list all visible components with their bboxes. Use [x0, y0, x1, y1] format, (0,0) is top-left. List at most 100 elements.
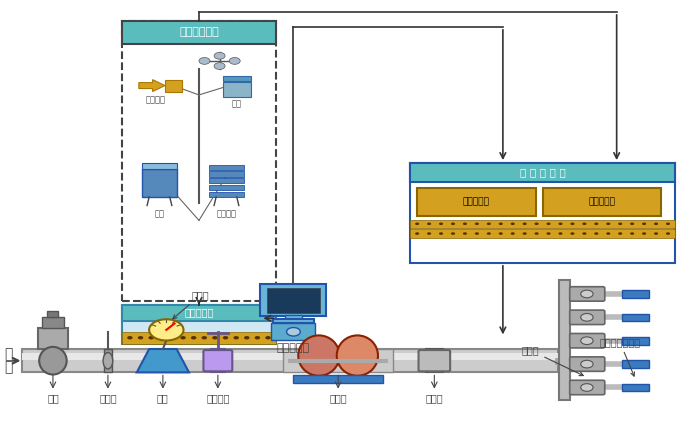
Circle shape [511, 223, 515, 225]
Bar [622, 290, 649, 298]
Circle shape [618, 232, 622, 235]
Circle shape [654, 223, 658, 225]
Circle shape [427, 223, 431, 225]
Text: 气象数据采集: 气象数据采集 [179, 27, 219, 37]
Bar [411, 229, 675, 238]
Circle shape [214, 62, 225, 69]
Ellipse shape [103, 353, 112, 369]
Text: 中央控制器: 中央控制器 [277, 343, 310, 353]
Circle shape [581, 290, 593, 298]
Circle shape [191, 336, 197, 339]
Circle shape [581, 313, 593, 321]
Bar [209, 165, 244, 170]
Polygon shape [137, 349, 189, 372]
Circle shape [463, 232, 467, 235]
Text: 输出控制器: 输出控制器 [463, 198, 490, 207]
Circle shape [511, 232, 515, 235]
Circle shape [170, 336, 175, 339]
Circle shape [594, 223, 598, 225]
Bar [411, 220, 675, 228]
Bar [22, 353, 558, 360]
Text: 田 间 工 作 站: 田 间 工 作 站 [520, 167, 565, 178]
Bar [209, 185, 244, 190]
Circle shape [244, 336, 250, 339]
FancyBboxPatch shape [570, 287, 604, 301]
Circle shape [223, 336, 228, 339]
Text: 数据采集器: 数据采集器 [589, 198, 615, 207]
Circle shape [265, 336, 270, 339]
Bar [622, 383, 649, 391]
Bar [42, 317, 64, 328]
Circle shape [581, 383, 593, 391]
Bar [121, 305, 276, 344]
Circle shape [582, 223, 586, 225]
Bar [209, 172, 244, 177]
Circle shape [233, 336, 239, 339]
Bar [211, 349, 225, 372]
Circle shape [148, 336, 154, 339]
Text: 数据采集器: 数据采集器 [184, 308, 214, 318]
Bar [560, 280, 571, 400]
Bar [417, 188, 535, 216]
Text: 水表: 水表 [157, 393, 169, 403]
FancyBboxPatch shape [570, 333, 604, 348]
Circle shape [571, 223, 575, 225]
Bar [542, 188, 661, 216]
FancyBboxPatch shape [419, 350, 450, 372]
Circle shape [571, 232, 575, 235]
Bar [209, 178, 244, 183]
Circle shape [581, 360, 593, 368]
Text: 源: 源 [4, 360, 12, 374]
Circle shape [546, 232, 551, 235]
Circle shape [475, 223, 479, 225]
Circle shape [214, 52, 225, 59]
Text: 降雨: 降雨 [155, 209, 164, 219]
Text: 土壤湿度传感器: 土壤湿度传感器 [600, 337, 640, 376]
Circle shape [180, 336, 186, 339]
Bar [271, 323, 315, 340]
Bar [283, 349, 393, 372]
Bar [260, 284, 326, 316]
Bar [121, 332, 276, 344]
Circle shape [666, 223, 670, 225]
Circle shape [463, 223, 467, 225]
Circle shape [522, 232, 526, 235]
Bar [267, 288, 319, 313]
FancyBboxPatch shape [570, 380, 604, 395]
Bar [38, 328, 68, 349]
Text: 主控制阀: 主控制阀 [206, 393, 230, 403]
Bar [209, 192, 244, 197]
Text: 水泵: 水泵 [47, 393, 59, 403]
Bar [121, 21, 276, 44]
Circle shape [427, 232, 431, 235]
Circle shape [415, 232, 420, 235]
Circle shape [199, 57, 210, 64]
Circle shape [212, 336, 217, 339]
Circle shape [149, 319, 184, 341]
Circle shape [286, 327, 300, 336]
Circle shape [654, 232, 658, 235]
Circle shape [138, 336, 144, 339]
Text: 太阳辐射: 太阳辐射 [146, 95, 166, 104]
Bar [426, 349, 442, 372]
Circle shape [451, 223, 455, 225]
FancyBboxPatch shape [570, 357, 604, 372]
Circle shape [558, 223, 562, 225]
Bar [285, 315, 302, 320]
Circle shape [582, 232, 586, 235]
Circle shape [439, 223, 443, 225]
Text: 水: 水 [4, 348, 12, 361]
Bar [104, 349, 112, 372]
Circle shape [475, 232, 479, 235]
Circle shape [666, 232, 670, 235]
Bar [411, 163, 675, 263]
FancyBboxPatch shape [570, 310, 604, 324]
Circle shape [499, 223, 503, 225]
Ellipse shape [337, 336, 378, 376]
Circle shape [499, 232, 503, 235]
Circle shape [159, 336, 164, 339]
Ellipse shape [298, 336, 339, 376]
Bar [48, 311, 59, 317]
Circle shape [486, 232, 491, 235]
Circle shape [642, 232, 646, 235]
